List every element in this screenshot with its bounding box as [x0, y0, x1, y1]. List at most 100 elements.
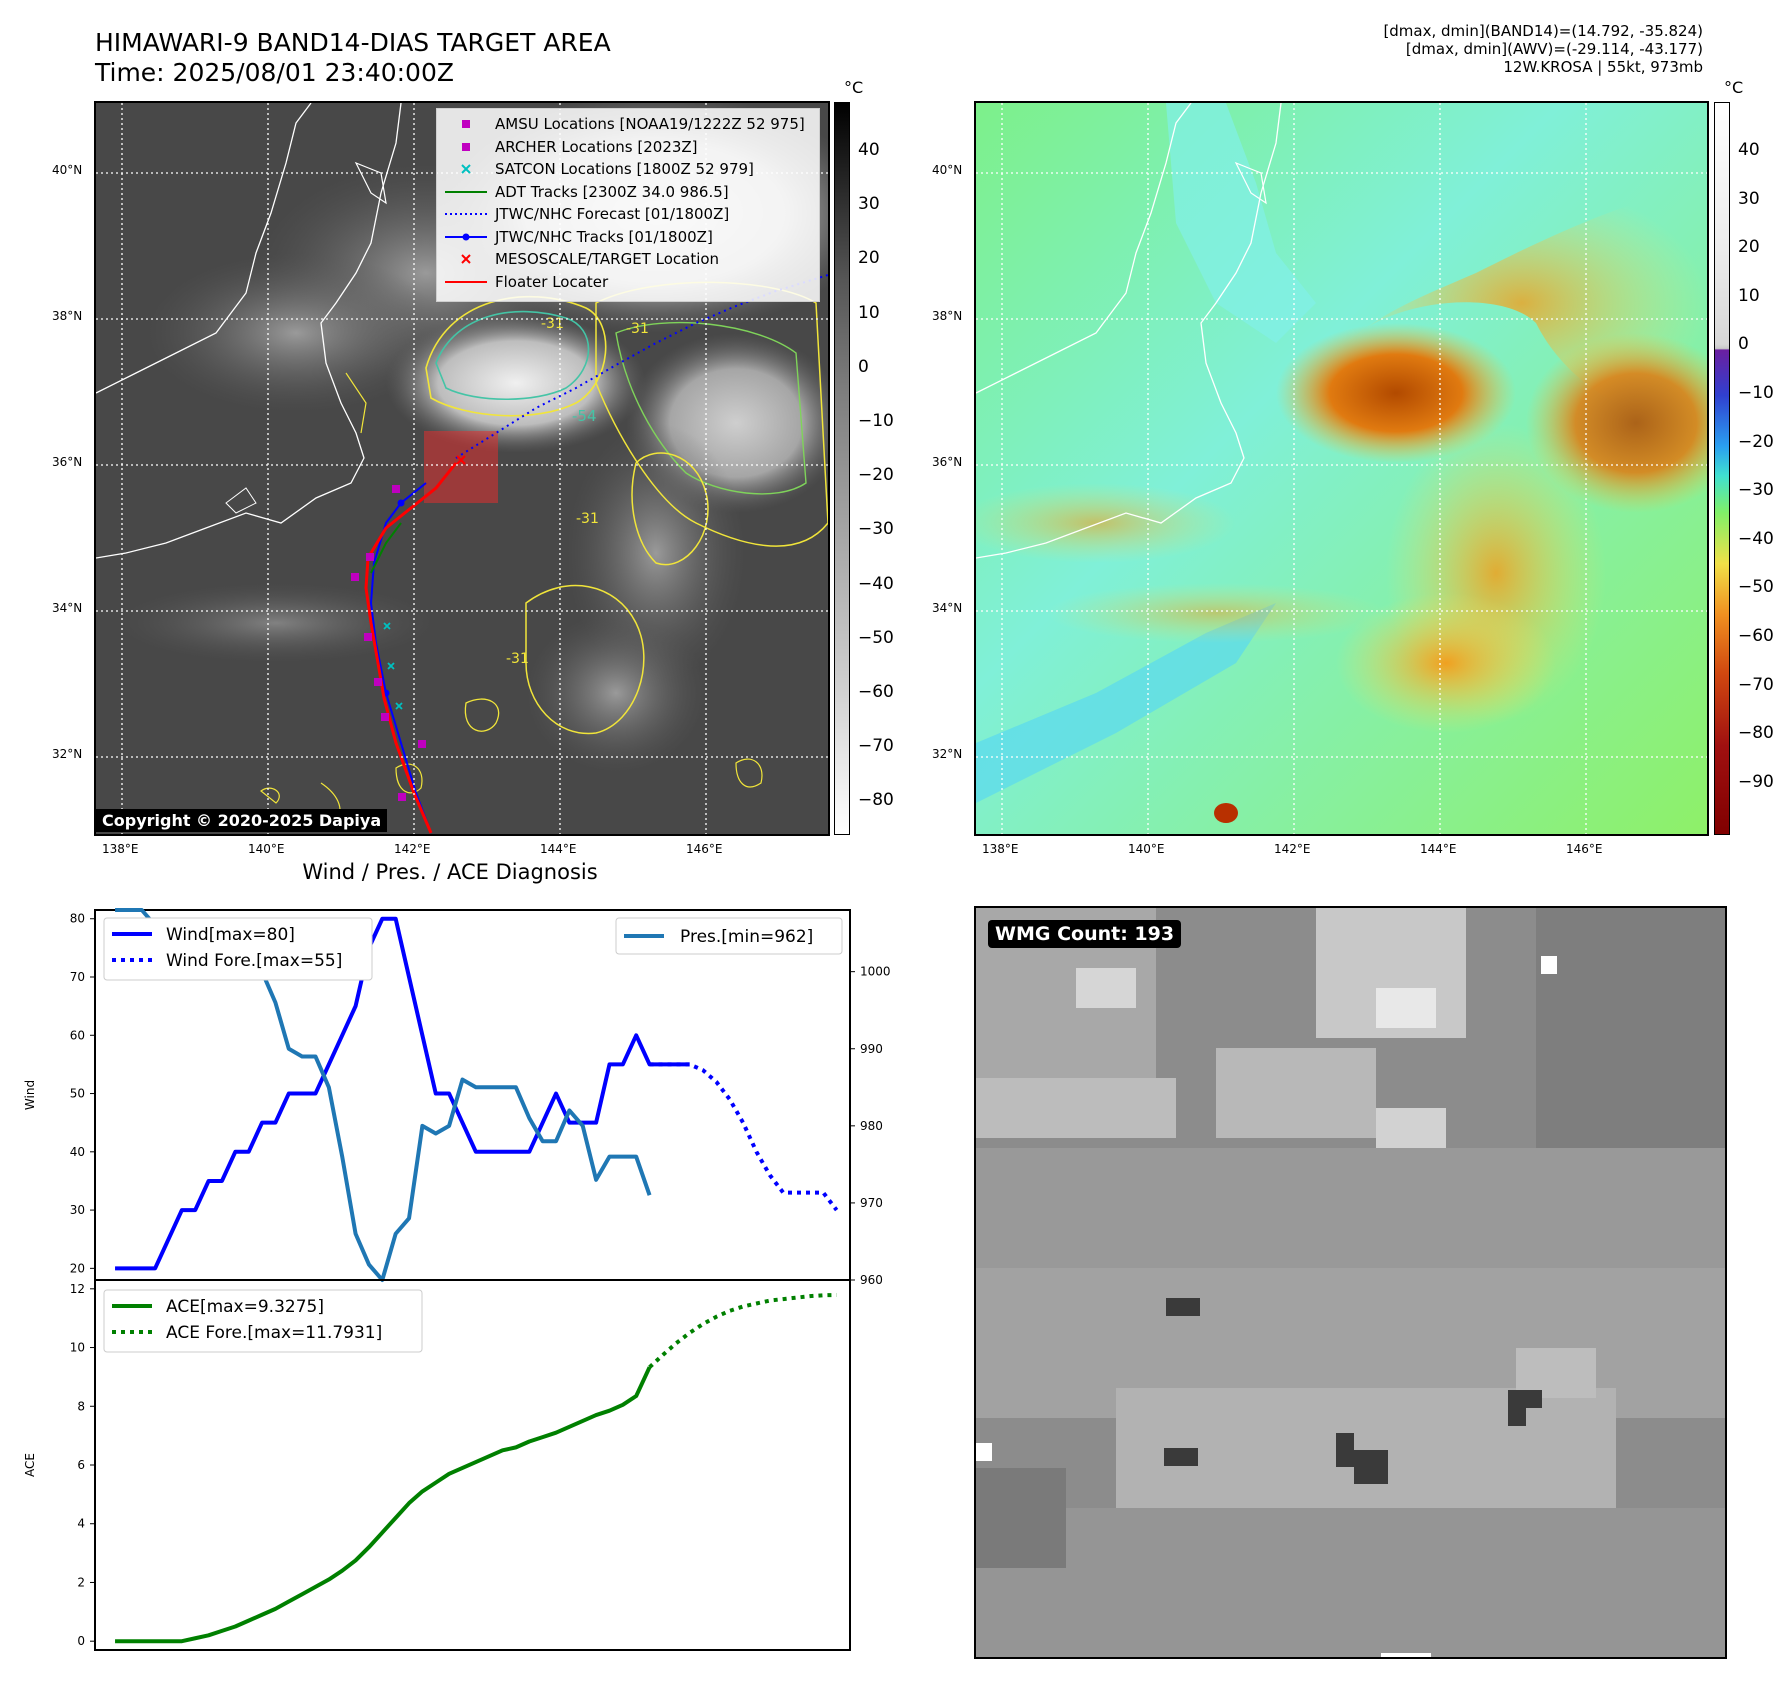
legend-label: Wind Fore.[max=55] — [166, 951, 342, 971]
cloud-mass — [116, 583, 436, 663]
legend-symbol — [462, 142, 470, 151]
wmg-region — [976, 1148, 1725, 1268]
contour-label: -54 — [572, 407, 597, 425]
legend-symbol — [461, 254, 471, 264]
awv-lon-label: 140°E — [1128, 842, 1165, 856]
awv-colorbar-unit: °C — [1724, 78, 1744, 97]
ir-map-legend: AMSU Locations [NOAA19/1222Z 52 975] ARCH… — [436, 108, 820, 302]
coastline — [96, 103, 402, 559]
wind-ytick-label: 20 — [70, 1261, 85, 1275]
legend-symbol — [462, 120, 470, 129]
ir-colorbar-tick: −60 — [858, 682, 894, 702]
ace-forecast-series-line — [648, 1292, 837, 1369]
wmg-region — [1376, 988, 1436, 1028]
wmg-region — [976, 1508, 1725, 1657]
figure-title-line2: Time: 2025/08/01 23:40:00Z — [95, 58, 454, 87]
awv-satellite-map — [974, 101, 1709, 836]
awv-colorbar-tick: −30 — [1738, 480, 1774, 501]
awv-colorbar — [1714, 102, 1730, 835]
wind-ytick-label: 70 — [70, 970, 85, 984]
wmg-region — [1216, 1048, 1376, 1138]
ir-lat-label: 40°N — [52, 163, 83, 177]
contour-31 — [735, 758, 763, 788]
legend-rows: AMSU Locations [NOAA19/1222Z 52 975] ARCH… — [443, 113, 813, 293]
awv-lon-label: 142°E — [1274, 842, 1311, 856]
ace-panel: 0 2 4 6 8 10 12 ACE ACE[max=9.3275] ACE Fore.[max… — [23, 1279, 851, 1651]
legend-symbol — [445, 213, 487, 216]
ace-ytick-label: 4 — [77, 1517, 85, 1531]
legend-entry: JTWC/NHC Tracks [01/1800Z] — [443, 226, 813, 249]
legend-label: ADT Tracks [2300Z 34.0 986.5] — [495, 182, 729, 201]
ir-lat-label: 32°N — [52, 747, 83, 761]
archer-marker — [392, 485, 400, 493]
legend-label: SATCON Locations [1800Z 52 979] — [495, 160, 754, 179]
coastline — [354, 161, 387, 205]
warm-region — [1046, 583, 1386, 643]
awv-lon-label: 144°E — [1420, 842, 1457, 856]
awv-colorbar-tick: −80 — [1738, 723, 1774, 744]
legend-symbol — [445, 190, 487, 193]
wmg-count-label: WMG Count: 193 — [988, 920, 1182, 948]
wmg-dark-pixel — [1354, 1450, 1388, 1484]
wind-pressure-panel: 203040506070809609709809901000WindPressu… — [23, 908, 891, 1287]
wmg-dark-pixel — [1166, 1298, 1200, 1316]
wmg-dark-pixel — [1164, 1448, 1198, 1466]
wind-ytick-label: 80 — [70, 912, 85, 926]
awv-lat-label: 38°N — [932, 309, 963, 323]
pressure-ytick-label: 980 — [860, 1119, 883, 1133]
contour-31 — [525, 584, 645, 735]
legend-entry: Floater Locater — [443, 271, 813, 294]
contour-31 — [631, 452, 709, 566]
info-line2: [dmax, dmin](AWV)=(-29.114, -43.177) — [1405, 40, 1703, 58]
archer-marker — [351, 573, 359, 581]
wmg-panel: WMG Count: 193 — [974, 906, 1727, 1659]
awv-lat-label: 34°N — [932, 601, 963, 615]
info-line3: 12W.KROSA | 55kt, 973mb — [1503, 58, 1703, 76]
warm-region — [976, 483, 1236, 563]
wind-ytick-label: 60 — [70, 1028, 85, 1042]
ace-ytick-label: 12 — [70, 1282, 85, 1296]
ir-colorbar-tick: −30 — [858, 519, 894, 540]
legend-symbol — [445, 233, 487, 241]
wmg-dark-pixel — [1336, 1433, 1354, 1467]
coastline — [225, 487, 257, 514]
legend-label: Pres.[min=962] — [680, 927, 813, 947]
awv-colorbar-tick: 10 — [1738, 285, 1760, 306]
archer-marker — [364, 633, 372, 641]
coastline — [976, 103, 1192, 394]
ir-lon-label: 144°E — [540, 842, 577, 856]
ir-colorbar-tick: 40 — [858, 140, 880, 160]
awv-colorbar-tick: −70 — [1738, 674, 1774, 695]
legend-label: Floater Locater — [495, 272, 609, 291]
wmg-dark-pixel — [1508, 1408, 1526, 1426]
ace-legend-box — [103, 1289, 423, 1353]
pressure-ytick-label: 990 — [860, 1042, 883, 1056]
legend-label: ARCHER Locations [2023Z] — [495, 137, 698, 156]
awv-lat-label: 32°N — [932, 747, 963, 761]
legend-label: AMSU Locations [NOAA19/1222Z 52 975] — [495, 115, 805, 134]
moist-band — [976, 603, 1276, 803]
contour-31 — [260, 787, 280, 804]
pressure-legend-box — [615, 917, 843, 955]
awv-colorbar-tick: −60 — [1738, 626, 1774, 646]
ir-colorbar-tick: −80 — [858, 790, 894, 811]
legend-entry: ADT Tracks [2300Z 34.0 986.5] — [443, 181, 813, 204]
wind-series-line — [115, 916, 690, 1271]
ir-lon-label: 140°E — [248, 842, 285, 856]
contour-31 — [425, 296, 607, 417]
wind-ytick-label: 30 — [70, 1203, 85, 1217]
awv-map-svg — [976, 103, 1707, 834]
awv-lon-label: 138°E — [982, 842, 1019, 856]
pressure-ytick-label: 970 — [860, 1196, 883, 1210]
contour-31 — [395, 763, 423, 794]
wmg-dark-pixel — [1508, 1390, 1542, 1408]
legend-label: JTWC/NHC Tracks [01/1800Z] — [495, 227, 713, 246]
ace-series-line — [115, 1366, 652, 1644]
warm-region — [1336, 593, 1556, 733]
legend-symbol — [445, 280, 487, 283]
wmg-region — [1376, 1108, 1446, 1148]
coastline — [976, 103, 1282, 559]
wind-forecast-series-line — [649, 1062, 839, 1212]
info-text: [dmax, dmin](BAND14)=(14.792, -35.824) [… — [1103, 22, 1703, 76]
ir-colorbar-tick: −40 — [858, 573, 894, 594]
